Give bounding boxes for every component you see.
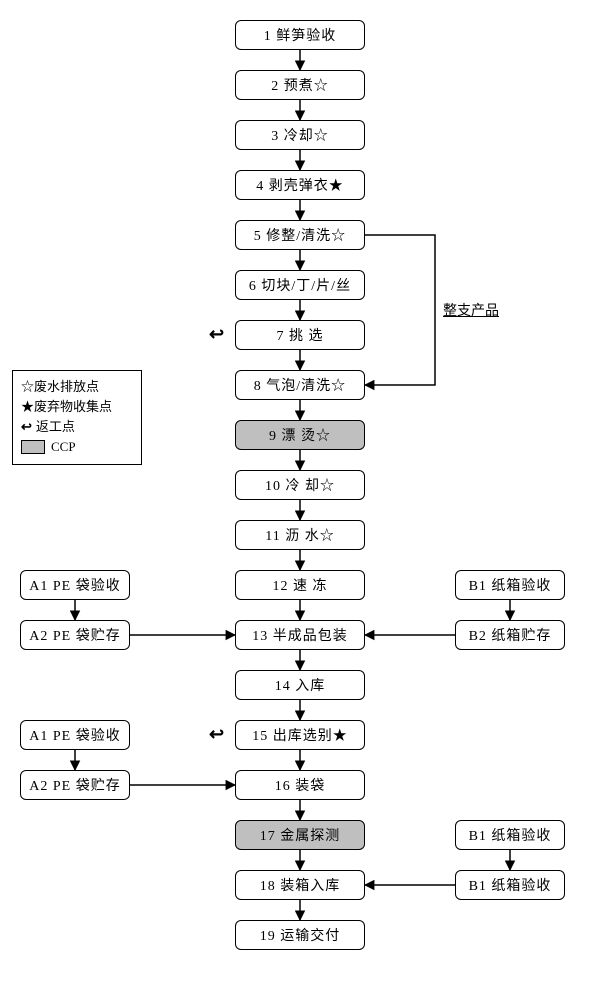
flow-node-label: 10 冷 却☆ bbox=[265, 475, 335, 495]
flow-node: 8 气泡/清洗☆ bbox=[235, 370, 365, 400]
flowchart-canvas: 1 鲜笋验收 2 预煮☆ 3 冷却☆ 4 剥壳弹衣★ 5 修整/清洗☆ 6 切块/丁/片/… bbox=[0, 0, 596, 1000]
flow-node: 14 入库 bbox=[235, 670, 365, 700]
legend-ccp: CCP bbox=[21, 437, 133, 457]
flow-node-label: 1 鲜笋验收 bbox=[264, 25, 337, 45]
flow-node-label: 5 修整/清洗☆ bbox=[254, 225, 346, 245]
flow-node-label: 14 入库 bbox=[275, 675, 326, 695]
flow-node: 7 挑 选 bbox=[235, 320, 365, 350]
flow-node-label: 12 速 冻 bbox=[273, 575, 328, 595]
flow-node: 19 运输交付 bbox=[235, 920, 365, 950]
flow-node: 17 金属探测 bbox=[235, 820, 365, 850]
flow-node-label: B1 纸箱验收 bbox=[469, 825, 552, 845]
flow-node-label: A1 PE 袋验收 bbox=[29, 575, 120, 595]
flow-node-label: 2 预煮☆ bbox=[271, 75, 329, 95]
flow-node-label: B1 纸箱验收 bbox=[469, 875, 552, 895]
rework-icon: ↩ bbox=[209, 724, 224, 745]
flow-node: B1 纸箱验收 bbox=[455, 870, 565, 900]
flow-node-label: 7 挑 选 bbox=[277, 325, 324, 345]
legend: ☆废水排放点★废弃物收集点↩返工点CCP bbox=[12, 370, 142, 465]
flow-node: 1 鲜笋验收 bbox=[235, 20, 365, 50]
flow-node: B1 纸箱验收 bbox=[455, 570, 565, 600]
flow-node: B1 纸箱验收 bbox=[455, 820, 565, 850]
flow-node-label: B1 纸箱验收 bbox=[469, 575, 552, 595]
flow-node-label: 15 出库选别★ bbox=[252, 725, 348, 745]
flow-node: 18 装箱入库 bbox=[235, 870, 365, 900]
flow-node-label: A2 PE 袋贮存 bbox=[29, 775, 120, 795]
flow-node-label: 4 剥壳弹衣★ bbox=[256, 175, 344, 195]
flow-node: A1 PE 袋验收 bbox=[20, 570, 130, 600]
legend-rework: ↩返工点 bbox=[21, 417, 133, 437]
flow-node: A1 PE 袋验收 bbox=[20, 720, 130, 750]
flow-node-label: 8 气泡/清洗☆ bbox=[254, 375, 346, 395]
flow-node-label: 19 运输交付 bbox=[260, 925, 341, 945]
flow-node-label: 9 漂 烫☆ bbox=[269, 425, 331, 445]
flow-node: A2 PE 袋贮存 bbox=[20, 770, 130, 800]
flow-node: 9 漂 烫☆ bbox=[235, 420, 365, 450]
flow-node: 16 装袋 bbox=[235, 770, 365, 800]
flow-node-label: 18 装箱入库 bbox=[260, 875, 341, 895]
flow-node: 10 冷 却☆ bbox=[235, 470, 365, 500]
connectors-layer bbox=[0, 0, 596, 1000]
flow-node: 3 冷却☆ bbox=[235, 120, 365, 150]
rework-icon: ↩ bbox=[209, 324, 224, 345]
flow-node-label: 11 沥 水☆ bbox=[265, 525, 334, 545]
flow-node: 5 修整/清洗☆ bbox=[235, 220, 365, 250]
flow-node: B2 纸箱贮存 bbox=[455, 620, 565, 650]
flow-node: 13 半成品包装 bbox=[235, 620, 365, 650]
flow-node-label: 17 金属探测 bbox=[260, 825, 341, 845]
flow-node: 6 切块/丁/片/丝 bbox=[235, 270, 365, 300]
loop-label: 整支产品 bbox=[443, 300, 499, 320]
flow-node-label: 6 切块/丁/片/丝 bbox=[249, 275, 351, 295]
flow-node: A2 PE 袋贮存 bbox=[20, 620, 130, 650]
flow-node-label: 16 装袋 bbox=[275, 775, 326, 795]
flow-node-label: A2 PE 袋贮存 bbox=[29, 625, 120, 645]
flow-node-label: 13 半成品包装 bbox=[252, 625, 348, 645]
legend-line: ☆废水排放点 bbox=[21, 377, 133, 397]
flow-node: 11 沥 水☆ bbox=[235, 520, 365, 550]
flow-node: 4 剥壳弹衣★ bbox=[235, 170, 365, 200]
flow-node-label: 3 冷却☆ bbox=[271, 125, 329, 145]
flow-node: 15 出库选别★ bbox=[235, 720, 365, 750]
flow-node: 12 速 冻 bbox=[235, 570, 365, 600]
legend-line: ★废弃物收集点 bbox=[21, 397, 133, 417]
flow-node: 2 预煮☆ bbox=[235, 70, 365, 100]
flow-node-label: B2 纸箱贮存 bbox=[469, 625, 552, 645]
flow-node-label: A1 PE 袋验收 bbox=[29, 725, 120, 745]
